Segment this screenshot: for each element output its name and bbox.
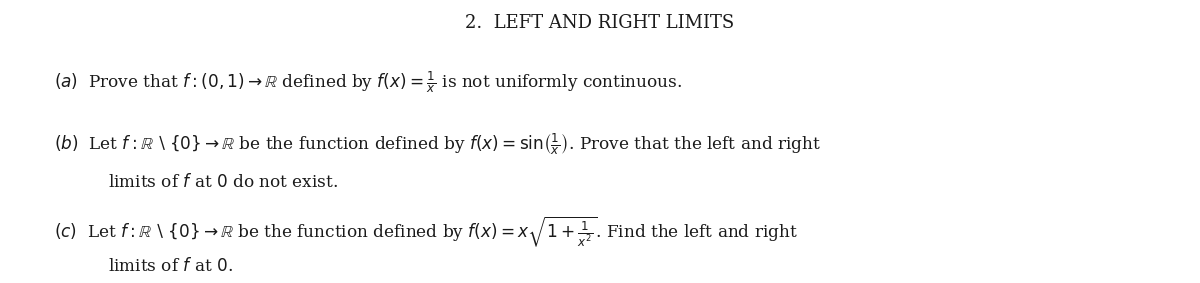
Text: $(a)$  Prove that $f:(0,1)\to\mathbb{R}$ defined by $f(x)=\frac{1}{x}$ is not un: $(a)$ Prove that $f:(0,1)\to\mathbb{R}$ … <box>54 69 683 95</box>
Text: $(c)$  Let $f:\mathbb{R}\setminus\{0\}\to\mathbb{R}$ be the function defined by : $(c)$ Let $f:\mathbb{R}\setminus\{0\}\to… <box>54 215 798 249</box>
Text: 2.  LEFT AND RIGHT LIMITS: 2. LEFT AND RIGHT LIMITS <box>466 14 734 32</box>
Text: limits of $f$ at $0$.: limits of $f$ at $0$. <box>108 257 233 275</box>
Text: $(b)$  Let $f:\mathbb{R}\setminus\{0\}\to\mathbb{R}$ be the function defined by : $(b)$ Let $f:\mathbb{R}\setminus\{0\}\to… <box>54 132 821 157</box>
Text: limits of $f$ at $0$ do not exist.: limits of $f$ at $0$ do not exist. <box>108 173 338 191</box>
